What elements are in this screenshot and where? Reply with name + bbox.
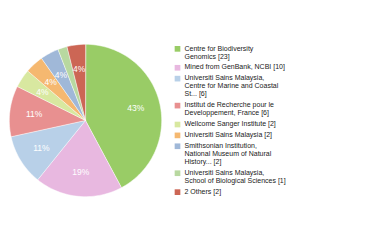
svg-text:Universiti Sains Malaysia [2]: Universiti Sains Malaysia [2] — [185, 131, 273, 139]
svg-text:Wellcome Sanger Institute [2]: Wellcome Sanger Institute [2] — [185, 120, 276, 128]
svg-text:Smithsonian Institution,Nation: Smithsonian Institution,National Museum … — [185, 142, 272, 166]
svg-text:19%: 19% — [72, 167, 89, 177]
svg-text:4%: 4% — [73, 64, 86, 74]
svg-text:2 Others [2]: 2 Others [2] — [185, 188, 222, 196]
svg-text:Centre for BiodiversityGenomic: Centre for BiodiversityGenomics [23] — [185, 45, 254, 61]
svg-text:4%: 4% — [36, 87, 49, 97]
svg-text:4%: 4% — [55, 70, 68, 80]
svg-text:Universiti Sains Malaysia,Cent: Universiti Sains Malaysia,Centre for Mar… — [185, 74, 279, 98]
svg-text:4%: 4% — [44, 76, 57, 87]
svg-text:11%: 11% — [26, 109, 43, 119]
svg-text:Mined from GenBank, NCBI [10]: Mined from GenBank, NCBI [10] — [185, 63, 285, 71]
svg-text:Institut de Recherche pour leD: Institut de Recherche pour leDeveloppeme… — [185, 101, 275, 117]
svg-text:43%: 43% — [127, 103, 144, 113]
svg-text:Universiti Sains Malaysia,Scho: Universiti Sains Malaysia,School of Biol… — [185, 169, 286, 185]
svg-text:11%: 11% — [33, 142, 50, 152]
